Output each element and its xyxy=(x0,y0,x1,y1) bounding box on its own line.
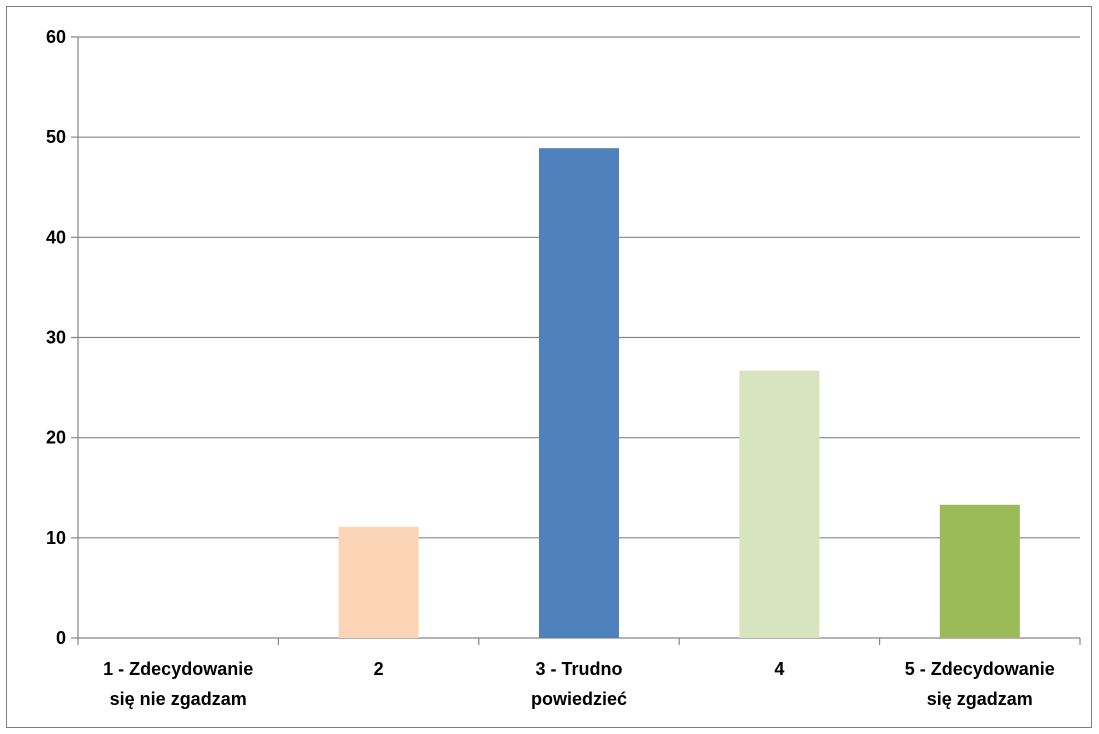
bar xyxy=(739,370,820,638)
y-tick-label: 40 xyxy=(46,227,66,247)
x-category-label: 4 xyxy=(774,659,784,679)
y-tick-label: 60 xyxy=(46,27,66,47)
y-tick-label: 0 xyxy=(56,628,66,648)
y-tick-label: 30 xyxy=(46,328,66,348)
x-category-label: 1 - Zdecydowanie się nie zgadzam xyxy=(103,659,253,709)
y-tick-label: 50 xyxy=(46,127,66,147)
x-category-label: 3 - Trudno powiedzieć xyxy=(531,659,627,709)
gridlines xyxy=(78,36,1080,539)
bar xyxy=(338,526,419,638)
y-tick-label: 10 xyxy=(46,528,66,548)
x-axis-category-labels: 1 - Zdecydowanie się nie zgadzam 2 3 - Trud… xyxy=(103,659,1055,709)
x-category-label: 5 - Zdecydowanie się zgadzam xyxy=(905,659,1055,709)
y-tick-label: 20 xyxy=(46,428,66,448)
bar xyxy=(539,148,619,638)
bars xyxy=(338,148,1020,638)
y-axis-tick-labels: 0 10 20 30 40 50 60 xyxy=(46,27,66,648)
bar xyxy=(939,504,1020,638)
x-category-label: 2 xyxy=(374,659,384,679)
